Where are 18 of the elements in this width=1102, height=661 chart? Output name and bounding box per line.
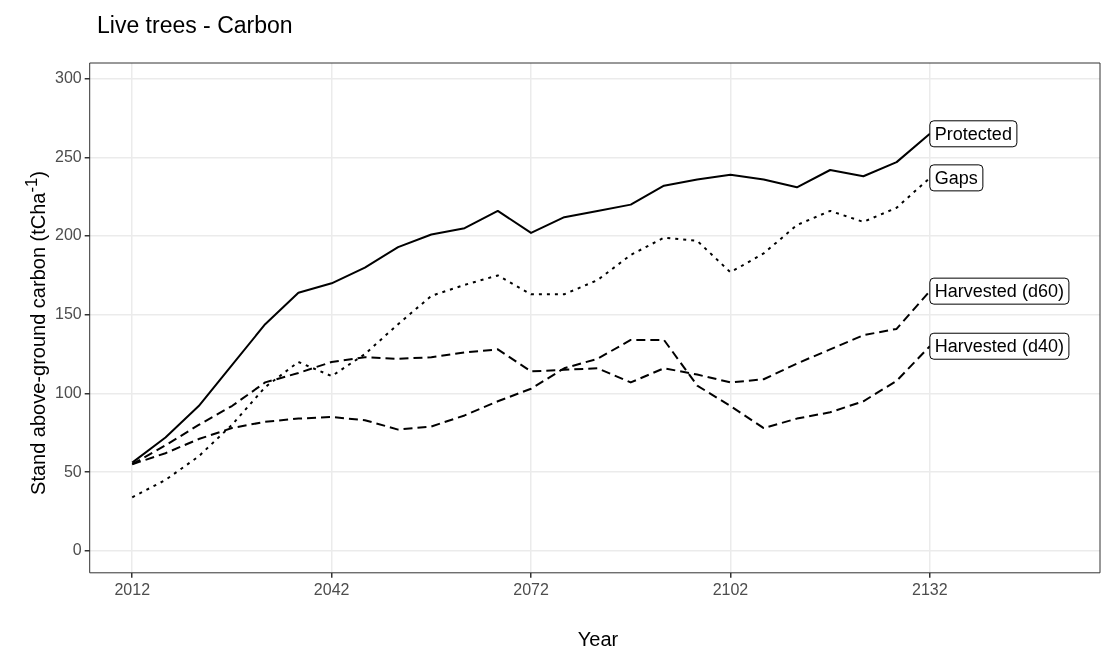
x-tick-label: 2102 — [712, 580, 749, 598]
series-label: Harvested (d60) — [934, 281, 1064, 302]
y-tick-label: 100 — [54, 383, 82, 401]
y-tick-label: 150 — [54, 305, 82, 323]
x-axis-title: Year — [577, 628, 619, 651]
y-tick-label: 300 — [54, 69, 82, 87]
y-tick-label: 0 — [72, 541, 82, 559]
legend-label: Gaps — [934, 167, 978, 188]
x-tick-label: 2072 — [513, 580, 549, 598]
chart-title: Live trees - Carbon — [97, 12, 293, 39]
series-label: Protected — [934, 123, 1012, 144]
x-tick-label: 2132 — [912, 580, 948, 598]
y-tick-label: 250 — [54, 147, 82, 165]
x-tick-label: 2012 — [114, 580, 151, 598]
y-tick-label: 200 — [54, 226, 82, 244]
y-tick-label: 50 — [63, 462, 82, 480]
series-label: Harvested (d40) — [934, 336, 1064, 357]
x-tick-label: 2042 — [313, 580, 350, 598]
